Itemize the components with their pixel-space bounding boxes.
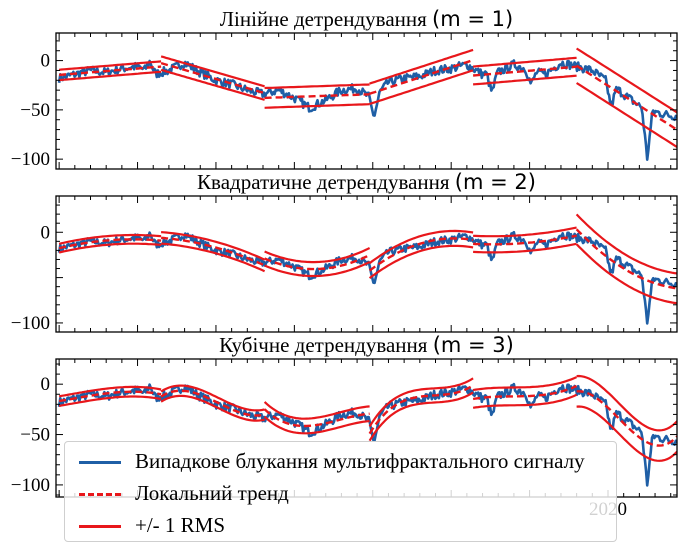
rms-lower-1: [58, 242, 162, 254]
local-trend-6: [575, 64, 677, 131]
local-trend-4: [368, 237, 474, 272]
rms-upper-2: [161, 231, 266, 261]
legend-swatch-trend: [79, 493, 121, 496]
rms-upper-3: [264, 83, 370, 90]
panel-title-text: Квадратичне детрендування: [197, 170, 455, 194]
legend-item-signal: Випадкове блукання мультифрактального си…: [65, 446, 616, 478]
panel-title-math: (m = 2): [455, 170, 536, 194]
panel-title-math: (m = 1): [432, 7, 513, 31]
y-tick-label: −100: [11, 475, 50, 496]
local-trend-2: [161, 236, 266, 267]
rms-upper-5: [473, 226, 577, 238]
rms-lower-6: [576, 405, 677, 462]
y-tick-label: 0: [41, 51, 51, 72]
rms-lower-5: [472, 393, 578, 409]
local-trend-6: [576, 390, 677, 447]
axes-frame: [55, 32, 678, 170]
legend: Випадкове блукання мультифрактального си…: [64, 441, 617, 542]
rms-lower-3: [264, 103, 370, 109]
plot-area-2: [57, 213, 677, 325]
panel-title: Кубічне детрендування (m = 3): [219, 333, 514, 357]
y-tick-label: 0: [41, 374, 51, 395]
local-trend-3: [263, 408, 370, 428]
rms-upper-6: [576, 47, 677, 114]
panel-title: Лінійне детрендування (m = 1): [220, 7, 513, 31]
local-trend-2: [160, 61, 265, 95]
axes-frame: [55, 195, 678, 333]
plot-area-1: [57, 47, 677, 161]
legend-label-rms: +/- 1 RMS: [135, 513, 226, 537]
panel-title-text: Кубічне детрендування: [219, 333, 433, 357]
legend-swatch-rms: [79, 525, 121, 528]
local-trend-2: [160, 389, 265, 417]
signal-line: [57, 230, 677, 325]
y-tick-label: −100: [11, 313, 50, 334]
local-trend-4: [369, 58, 474, 95]
plot-area-3: [57, 374, 677, 487]
panel-title-text: Лінійне детрендування: [220, 7, 432, 31]
legend-item-rms: +/- 1 RMS: [65, 510, 616, 542]
rms-upper-5: [472, 376, 578, 392]
rms-upper-2: [160, 55, 265, 88]
panel-2: 0 −100 Квадратичне детрендування (m = 2): [11, 170, 678, 334]
rms-lower-5: [473, 242, 577, 254]
rms-lower-3: [263, 415, 370, 435]
rms-upper-1: [58, 233, 162, 245]
panel-3: 0−50−1002020Кубічне детрендування (m = 3…: [11, 333, 678, 520]
rms-lower-6: [575, 243, 677, 305]
rms-lower-2: [160, 68, 265, 101]
rms-upper-6: [576, 374, 677, 432]
rms-lower-2: [161, 242, 266, 273]
local-trend-5: [473, 234, 577, 246]
rms-lower-4: [368, 244, 474, 279]
rms-lower-5: [473, 74, 577, 86]
local-trend-3: [264, 253, 371, 271]
y-tick-label: 0: [41, 222, 51, 243]
local-trend-5: [473, 65, 577, 77]
signal-line: [57, 59, 677, 161]
rms-lower-6: [576, 82, 677, 148]
local-trend-5: [472, 384, 578, 401]
legend-item-trend: Локальний тренд: [65, 478, 616, 510]
rms-upper-4: [368, 229, 474, 265]
panel-title: Квадратичне детрендування (m = 2): [197, 170, 536, 194]
rms-upper-5: [472, 56, 577, 68]
rms-upper-2: [160, 384, 265, 412]
rms-lower-4: [369, 69, 474, 106]
y-tick-label: −100: [11, 149, 50, 170]
panel-title-math: (m = 3): [433, 333, 514, 357]
local-trend-4: [368, 384, 474, 435]
rms-upper-4: [368, 377, 474, 428]
local-trend-1: [58, 65, 162, 77]
rms-upper-6: [575, 213, 677, 275]
rms-upper-3: [263, 401, 370, 420]
local-trend-1: [58, 390, 162, 403]
rms-lower-1: [58, 395, 162, 407]
local-trend-3: [264, 93, 370, 100]
rms-lower-3: [264, 261, 371, 278]
rms-lower-4: [368, 391, 474, 442]
local-trend-1: [58, 238, 162, 250]
legend-swatch-signal: [79, 461, 121, 464]
rms-upper-1: [58, 60, 162, 71]
y-tick-label: −50: [20, 425, 50, 446]
panel-1: 0 −50 −100 Лінійне детрендування (m = 1): [11, 7, 678, 170]
rms-upper-1: [58, 385, 162, 398]
rms-lower-1: [58, 70, 162, 82]
rms-upper-3: [264, 247, 371, 264]
rms-upper-4: [369, 48, 474, 85]
legend-label-trend: Локальний тренд: [135, 481, 289, 505]
y-tick-label: −50: [20, 100, 50, 121]
legend-label-signal: Випадкове блукання мультифрактального си…: [135, 449, 585, 473]
rms-lower-2: [160, 394, 265, 422]
local-trend-6: [575, 228, 677, 290]
